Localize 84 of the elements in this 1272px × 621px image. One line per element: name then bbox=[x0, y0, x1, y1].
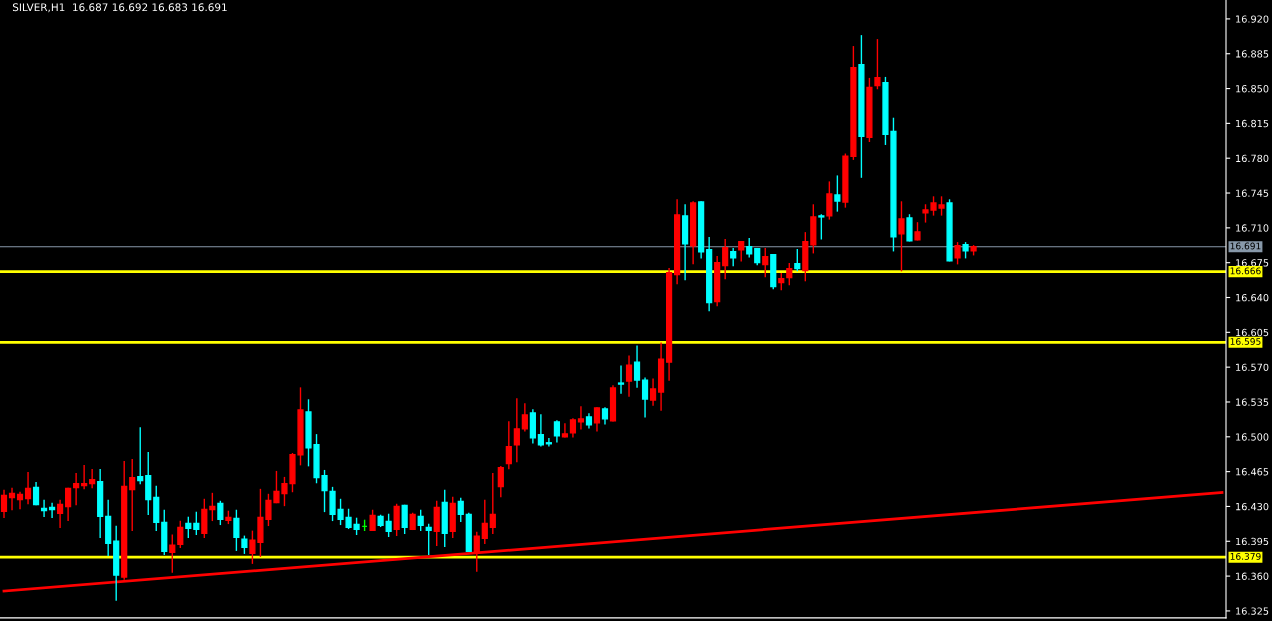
y-tick-label: 16.850 bbox=[1236, 85, 1269, 93]
candlestick bbox=[537, 414, 544, 447]
ref-line-label: 16.595 bbox=[1230, 338, 1261, 345]
candlestick bbox=[489, 472, 496, 535]
candlestick bbox=[24, 471, 32, 505]
candlestick bbox=[145, 452, 152, 516]
ref-line-label: 16.379 bbox=[1230, 552, 1261, 560]
candlestick bbox=[513, 398, 520, 463]
candlestick bbox=[625, 355, 633, 397]
y-tick-label: 16.570 bbox=[1236, 363, 1269, 371]
y-tick-label: 16.395 bbox=[1236, 537, 1269, 546]
candlestick bbox=[65, 487, 72, 522]
candlestick bbox=[16, 491, 24, 510]
candlestick bbox=[874, 39, 881, 90]
candlestick bbox=[906, 214, 913, 242]
candlestick bbox=[649, 378, 657, 406]
y-tick-label: 16.360 bbox=[1236, 572, 1269, 580]
candlestick bbox=[417, 509, 424, 532]
candlestick bbox=[481, 499, 488, 544]
candlestick bbox=[73, 472, 80, 506]
candlestick bbox=[81, 464, 88, 490]
candlestick bbox=[185, 516, 192, 538]
candlestick bbox=[545, 438, 552, 447]
y-tick-label: 16.710 bbox=[1236, 224, 1269, 232]
candlestick bbox=[433, 500, 440, 546]
candlestick bbox=[56, 499, 64, 529]
ref-line-label: 16.666 bbox=[1230, 267, 1261, 275]
candlestick bbox=[48, 502, 56, 519]
candlestick bbox=[177, 520, 184, 548]
candlestick bbox=[201, 498, 208, 538]
candlestick bbox=[641, 377, 649, 418]
candlestick bbox=[129, 458, 136, 532]
candlestick bbox=[738, 241, 745, 262]
y-tick-label: 16.500 bbox=[1236, 433, 1269, 441]
candlestick bbox=[577, 406, 585, 430]
candlestick bbox=[217, 500, 224, 526]
y-tick-label: 16.465 bbox=[1236, 468, 1269, 476]
candlestick bbox=[385, 513, 392, 537]
candlestick bbox=[834, 175, 841, 212]
y-tick-label: 16.780 bbox=[1236, 154, 1269, 163]
candlestick bbox=[722, 239, 729, 280]
candlestick bbox=[401, 504, 408, 535]
candlestick bbox=[193, 511, 200, 536]
candlestick bbox=[617, 365, 625, 394]
candlestick bbox=[32, 481, 40, 506]
candlestick bbox=[233, 509, 240, 551]
y-tick-label: 16.430 bbox=[1236, 502, 1269, 511]
y-tick-label: 16.675 bbox=[1236, 259, 1269, 267]
candlestick bbox=[762, 248, 769, 278]
candlestick bbox=[137, 427, 144, 485]
candlestick bbox=[505, 421, 512, 470]
candlestick bbox=[89, 468, 96, 489]
chart-title: SILVER,H1 16.687 16.692 16.683 16.691 bbox=[12, 3, 227, 13]
candlestick bbox=[521, 403, 528, 432]
candlestick bbox=[633, 345, 641, 388]
candlestick bbox=[954, 242, 961, 265]
candlestick bbox=[497, 465, 504, 498]
y-tick-label: 16.815 bbox=[1236, 119, 1269, 128]
candlestick bbox=[794, 249, 801, 272]
candlestick bbox=[593, 407, 601, 432]
candlestick bbox=[457, 497, 464, 523]
candlestick bbox=[40, 499, 48, 518]
y-tick-label: 16.745 bbox=[1236, 189, 1269, 197]
candlestick bbox=[786, 262, 793, 286]
y-tick-label: 16.920 bbox=[1236, 15, 1269, 23]
y-tick-label: 16.640 bbox=[1236, 293, 1269, 302]
candlestick bbox=[393, 503, 400, 537]
candlestick bbox=[169, 534, 176, 573]
y-tick-label: 16.535 bbox=[1236, 398, 1269, 406]
candlestick bbox=[209, 492, 216, 522]
y-tick-label: 16.605 bbox=[1236, 328, 1269, 337]
candlestick bbox=[425, 523, 432, 555]
candlestick bbox=[8, 487, 16, 511]
candlestick bbox=[369, 509, 376, 532]
candlestick bbox=[826, 181, 833, 220]
candlestick bbox=[818, 214, 825, 240]
candlestick bbox=[561, 423, 569, 438]
candlestick bbox=[898, 201, 905, 272]
candlestick bbox=[0, 489, 8, 519]
y-tick-label: 16.885 bbox=[1236, 50, 1269, 58]
candlestick bbox=[473, 531, 480, 572]
y-tick-label: 16.325 bbox=[1236, 607, 1269, 615]
ref-line-label: 16.691 bbox=[1230, 242, 1261, 250]
candlestick bbox=[553, 420, 561, 443]
